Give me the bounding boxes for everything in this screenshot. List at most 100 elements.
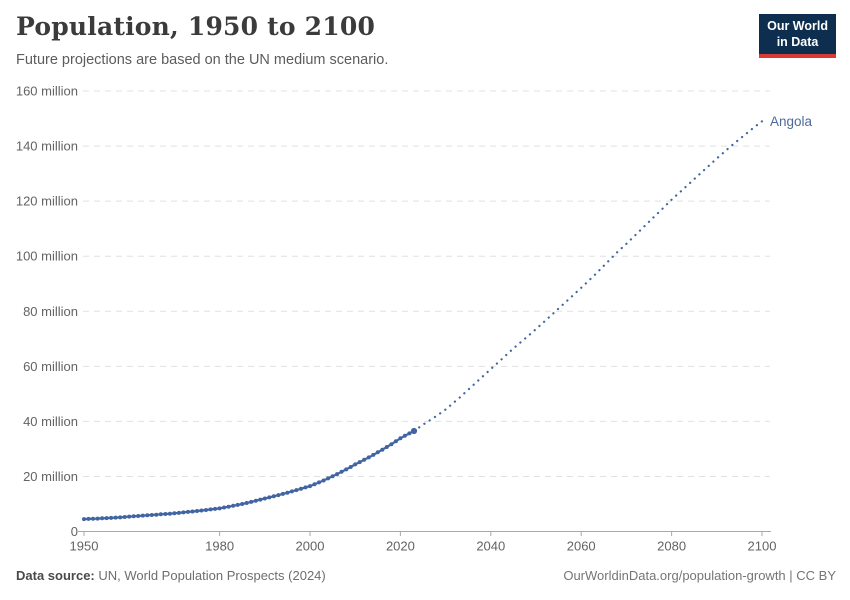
x-axis-label: 2020 <box>386 539 415 554</box>
data-point-marker <box>176 510 181 515</box>
data-point-marker <box>131 514 136 519</box>
data-point-marker <box>244 501 249 505</box>
data-point-marker <box>285 490 290 495</box>
data-point-marker <box>303 485 308 490</box>
entity-label[interactable]: Angola <box>770 114 813 129</box>
data-point-marker <box>384 445 389 449</box>
y-axis-label: 80 million <box>23 304 78 319</box>
chart-footer: Data source: UN, World Population Prospe… <box>16 568 836 583</box>
data-point-marker <box>249 499 254 504</box>
data-point-marker <box>122 515 127 519</box>
y-axis-label: 100 million <box>16 249 78 264</box>
data-point-marker <box>380 447 385 452</box>
data-point-marker <box>339 469 344 474</box>
x-axis-label: 1950 <box>70 539 99 554</box>
data-point-marker <box>158 512 163 517</box>
data-point-marker <box>371 452 376 457</box>
owid-logo-line1: Our World <box>767 19 828 33</box>
data-point-marker <box>136 514 141 518</box>
data-point-marker <box>280 491 285 496</box>
x-axis-label: 2080 <box>657 539 686 554</box>
data-point-marker <box>271 494 276 499</box>
data-point-marker <box>407 431 412 436</box>
data-point-marker <box>195 509 199 513</box>
data-source: Data source: UN, World Population Prospe… <box>16 568 326 583</box>
x-axis-label: 2040 <box>476 539 505 554</box>
x-axis-label: 2100 <box>748 539 777 554</box>
data-point-marker <box>231 503 236 508</box>
data-point-marker <box>190 509 195 514</box>
data-point-marker <box>267 495 272 500</box>
data-point-marker <box>348 465 353 469</box>
data-point-marker <box>113 515 118 520</box>
data-point-marker <box>82 517 86 522</box>
data-point-marker <box>393 439 398 444</box>
data-point-marker <box>289 489 294 494</box>
data-point-marker <box>163 512 168 516</box>
data-point-marker <box>362 457 367 462</box>
data-point-marker <box>402 433 407 438</box>
data-point-marker <box>95 516 100 521</box>
chart-subtitle: Future projections are based on the UN m… <box>16 52 389 68</box>
data-point-marker <box>109 515 114 520</box>
data-point-marker <box>149 513 154 517</box>
data-point-marker <box>217 506 222 511</box>
page-title: Population, 1950 to 2100 <box>16 12 376 41</box>
data-point-marker <box>140 513 145 518</box>
data-point-marker <box>86 516 91 521</box>
data-point-marker <box>208 507 213 512</box>
data-source-label: Data source: <box>16 568 95 583</box>
owid-logo[interactable]: Our World in Data <box>759 14 836 58</box>
data-point-marker <box>226 504 231 509</box>
data-point-marker <box>321 478 326 483</box>
y-axis-label: 20 million <box>23 469 78 484</box>
data-point-marker <box>172 511 177 516</box>
data-point-marker <box>240 502 245 506</box>
data-point-marker <box>154 512 159 517</box>
data-point-marker <box>258 497 263 502</box>
data-point-marker <box>204 508 208 512</box>
data-point-marker <box>299 486 303 491</box>
data-point-marker <box>317 480 321 485</box>
data-point-marker <box>167 511 172 516</box>
x-axis-label: 2000 <box>296 539 325 554</box>
data-point-marker <box>398 436 403 441</box>
data-point-marker <box>186 509 190 514</box>
data-point-marker <box>276 493 281 498</box>
y-axis-label: 120 million <box>16 194 78 209</box>
data-point-marker <box>335 472 340 477</box>
data-point-marker <box>199 508 204 513</box>
data-point-marker <box>353 462 358 467</box>
data-point-marker <box>344 467 349 472</box>
data-point-marker <box>91 516 95 521</box>
plot-area[interactable] <box>83 81 770 532</box>
y-axis-label: 140 million <box>16 139 78 154</box>
data-point-marker <box>262 496 267 501</box>
data-point-marker <box>375 450 380 455</box>
data-point-marker <box>213 506 218 511</box>
data-point-marker <box>253 498 258 503</box>
data-point-marker <box>326 476 331 481</box>
data-point-marker <box>104 516 109 521</box>
data-point-marker <box>357 460 362 465</box>
data-point-marker <box>145 513 150 518</box>
y-axis-label: 160 million <box>16 84 78 99</box>
owid-link[interactable]: OurWorldinData.org/population-growth | C… <box>563 568 836 583</box>
data-point-marker <box>308 484 312 489</box>
data-source-text: UN, World Population Prospects (2024) <box>94 568 326 583</box>
data-point-marker <box>181 510 186 515</box>
data-point-marker <box>330 474 335 479</box>
data-point-marker <box>127 514 132 519</box>
data-point-marker <box>389 442 394 447</box>
data-point-marker <box>222 505 227 510</box>
y-axis-label: 40 million <box>23 414 78 429</box>
latest-value-marker <box>410 427 418 435</box>
x-axis-label: 2060 <box>567 539 596 554</box>
x-axis-label: 1980 <box>205 539 234 554</box>
data-point-marker <box>294 488 299 493</box>
owid-logo-line2: in Data <box>776 35 819 50</box>
data-point-marker <box>118 515 123 520</box>
data-point-marker <box>235 502 240 507</box>
y-axis-label: 60 million <box>23 359 78 374</box>
